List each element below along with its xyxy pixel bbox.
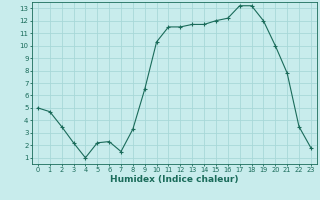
X-axis label: Humidex (Indice chaleur): Humidex (Indice chaleur): [110, 175, 239, 184]
